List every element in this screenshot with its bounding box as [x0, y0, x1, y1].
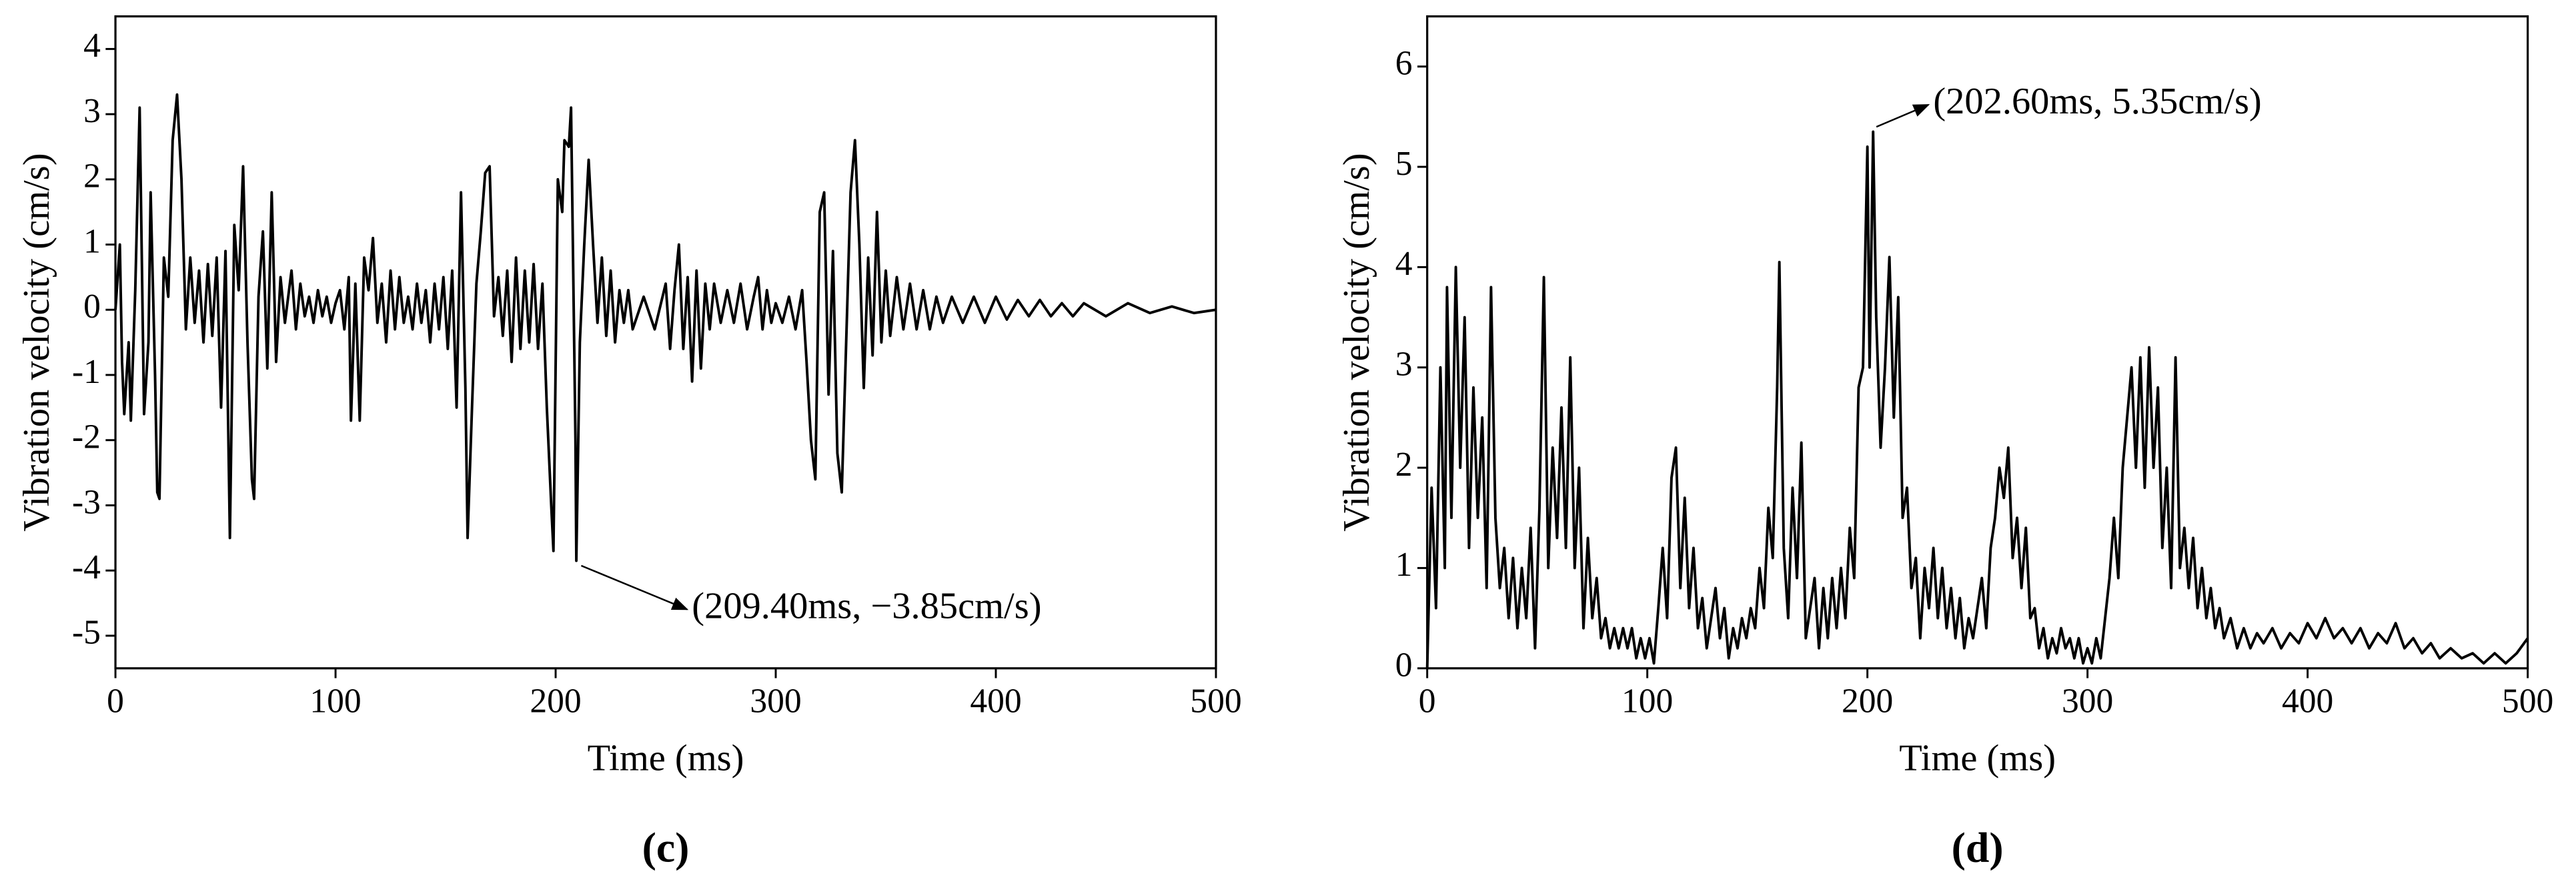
y-axis-label: Vibration velocity (cm/s): [1336, 153, 1377, 532]
x-tick-label: 100: [1622, 683, 1673, 721]
y-tick-label: 0: [1395, 646, 1413, 685]
caption: (d): [1952, 823, 2004, 871]
x-tick-label: 400: [970, 683, 1021, 721]
y-tick-label: 4: [1395, 245, 1413, 283]
y-tick-label: -2: [72, 418, 101, 456]
data-line: [1425, 130, 2529, 668]
y-tick-label: 2: [1395, 446, 1413, 484]
y-tick-label: -5: [72, 614, 101, 652]
x-axis-label: Time (ms): [588, 738, 744, 779]
x-tick-label: 500: [1190, 683, 1241, 721]
x-tick-label: 0: [1419, 683, 1436, 721]
y-tick-label: -4: [72, 548, 101, 586]
y-tick-label: 5: [1395, 145, 1413, 183]
background: [4, 0, 2572, 896]
x-tick-label: 400: [2282, 683, 2333, 721]
annotation-arrow: [1876, 104, 1930, 128]
x-tick-label: 100: [309, 683, 361, 721]
annotation-arrow: [580, 564, 689, 610]
y-tick-label: 3: [1395, 346, 1413, 384]
x-tick-label: 300: [750, 683, 801, 721]
plot-frame: [114, 15, 1217, 670]
x-axis-label: Time (ms): [1899, 738, 2056, 779]
chart-panel: 0 100 200 300 400 500 0 1 2 3 4 5 6 Time (ms) Vibratio…: [1336, 15, 2553, 871]
annotation-text: (202.60ms, 5.35cm/s): [1933, 81, 2261, 122]
y-axis-label: Vibration velocity (cm/s): [16, 153, 57, 532]
y-tick-label: 6: [1395, 45, 1413, 83]
annotation-text: (209.40ms, −3.85cm/s): [692, 585, 1041, 626]
y-tick-label: -1: [72, 353, 101, 391]
y-tick-label: 1: [1395, 546, 1413, 584]
data-line: [114, 93, 1217, 562]
y-tick-label: 0: [83, 288, 101, 326]
y-tick-label: 4: [83, 27, 101, 65]
x-tick-label: 200: [530, 683, 581, 721]
x-tick-label: 200: [1842, 683, 1893, 721]
x-tick-label: 0: [107, 683, 124, 721]
x-tick-label: 300: [2062, 683, 2113, 721]
y-tick-label: 1: [83, 222, 101, 260]
plot-frame: [1426, 15, 2529, 670]
y-tick-label: 2: [83, 157, 101, 195]
caption: (c): [642, 823, 690, 871]
chart-panel: 0 100 200 300 400 500 -5 -4 -3 -2 -1 0 1 2 3 4 Time (ms)…: [16, 15, 1242, 871]
x-tick-label: 500: [2502, 683, 2553, 721]
y-tick-label: 3: [83, 92, 101, 130]
y-tick-label: -3: [72, 483, 101, 521]
